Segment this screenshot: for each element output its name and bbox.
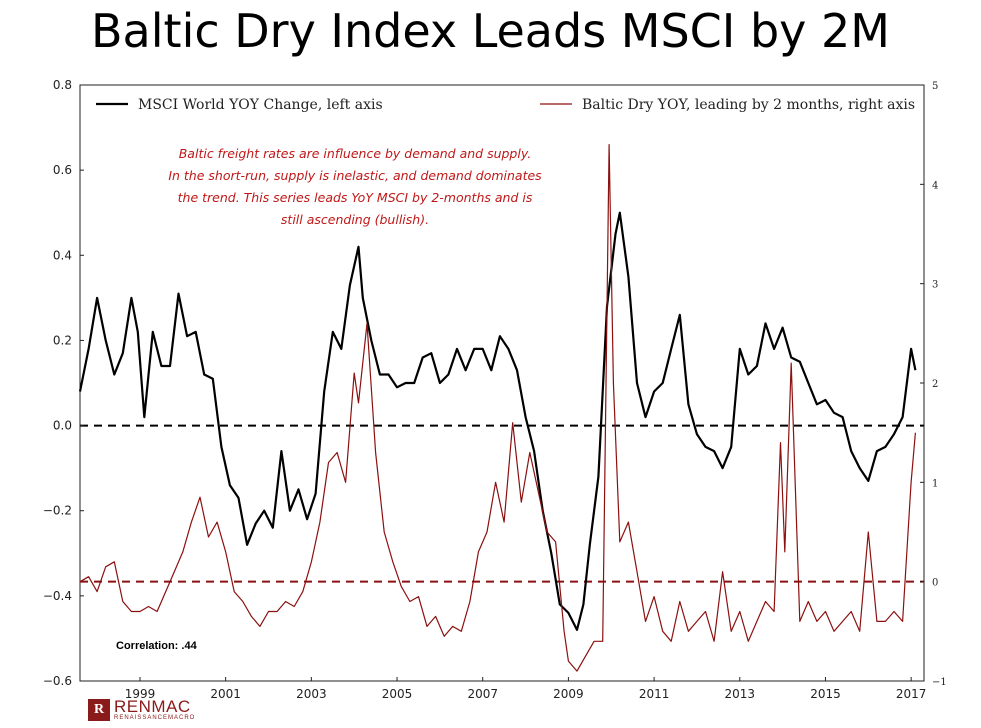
logo-subtitle: RENAISSANCEMACRO (114, 715, 196, 721)
x-tick-label: 1999 (125, 687, 156, 701)
x-tick-label: 2015 (810, 687, 841, 701)
legend-baltic-label: Baltic Dry YOY, leading by 2 months, rig… (582, 97, 915, 113)
x-tick-label: 2013 (725, 687, 756, 701)
right-tick-label: 4 (932, 180, 938, 191)
logo-mark-icon: R (88, 698, 110, 721)
logo-name: RENMAC (114, 697, 191, 716)
right-tick-label: 0 (932, 578, 938, 589)
x-tick-label: 2005 (382, 687, 413, 701)
msci-world-series-line (78, 211, 917, 632)
right-tick-label: 5 (932, 81, 938, 92)
right-tick-label: 2 (932, 379, 938, 390)
right-tick-label: 1 (932, 478, 938, 489)
x-tick-label: 2007 (467, 687, 498, 701)
x-tick-label: 2009 (553, 687, 584, 701)
x-tick-label: 2011 (639, 687, 670, 701)
annotation-line: still ascending (bullish). (281, 212, 429, 227)
baltic-dry-series-line (79, 144, 916, 672)
x-tick-label: 2001 (210, 687, 241, 701)
left-tick-label: 0.4 (53, 248, 72, 262)
legend-msci-label: MSCI World YOY Change, left axis (138, 97, 383, 113)
x-tick-label: 2017 (896, 687, 927, 701)
left-tick-label: −0.2 (43, 504, 72, 518)
annotation-line: the trend. This series leads YoY MSCI by… (178, 190, 533, 205)
x-tick-label: 2003 (296, 687, 327, 701)
annotation-line: In the short-run, supply is inelastic, a… (168, 168, 542, 183)
left-tick-label: 0.0 (53, 419, 72, 433)
right-tick-label: 3 (932, 280, 938, 291)
renmac-logo: R RENMAC RENAISSANCEMACRO (88, 698, 195, 721)
correlation-label: Correlation: .44 (116, 640, 198, 652)
left-tick-label: 0.2 (53, 333, 72, 347)
right-tick-label: −1 (932, 677, 947, 688)
left-tick-label: 0.8 (53, 78, 72, 92)
annotation-line: Baltic freight rates are influence by de… (179, 146, 532, 161)
left-tick-label: 0.6 (53, 163, 72, 177)
page-title: Baltic Dry Index Leads MSCI by 2M (91, 4, 890, 58)
left-tick-label: −0.4 (43, 589, 72, 603)
left-tick-label: −0.6 (43, 674, 72, 688)
